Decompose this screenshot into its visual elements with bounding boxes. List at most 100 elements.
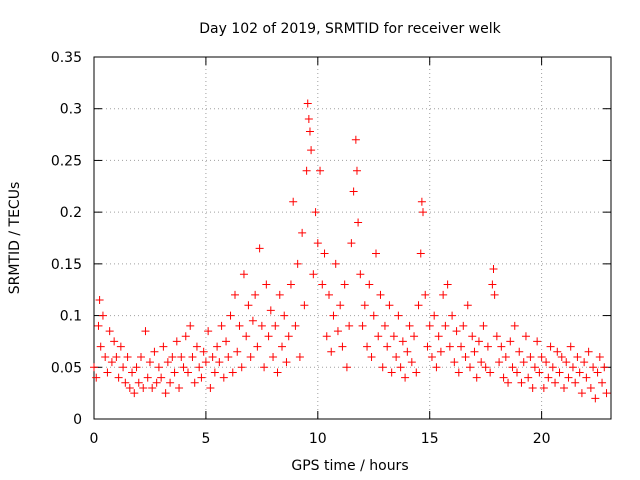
data-point <box>336 301 345 310</box>
data-point <box>537 352 546 361</box>
data-point <box>419 208 427 217</box>
data-point <box>215 358 224 367</box>
data-point <box>248 316 257 325</box>
data-point <box>195 363 204 372</box>
data-point <box>544 373 553 382</box>
data-point <box>94 321 103 330</box>
data-point <box>443 280 452 289</box>
data-point <box>226 311 235 320</box>
data-point <box>293 259 302 268</box>
data-point <box>546 342 555 351</box>
data-point <box>459 321 468 330</box>
data-point <box>360 301 369 310</box>
data-point <box>206 383 215 392</box>
data-point <box>251 290 260 299</box>
data-point <box>192 342 201 351</box>
data-point <box>533 337 542 346</box>
data-point <box>436 347 445 356</box>
data-point <box>466 363 474 372</box>
data-point <box>199 347 208 356</box>
data-point <box>96 342 105 351</box>
data-point <box>298 228 307 237</box>
data-point <box>504 378 513 387</box>
data-point <box>372 249 380 258</box>
x-tick-label: 5 <box>201 431 210 447</box>
data-point <box>486 368 495 377</box>
y-tick-label: 0.2 <box>60 205 82 221</box>
data-point <box>170 368 179 377</box>
data-point <box>201 358 210 367</box>
data-point <box>557 352 566 361</box>
data-point <box>143 373 152 382</box>
data-point <box>154 363 163 372</box>
data-point <box>313 239 322 248</box>
data-point <box>157 373 166 382</box>
data-point <box>217 321 226 330</box>
data-point <box>275 290 284 299</box>
data-point <box>405 321 414 330</box>
data-point <box>421 290 430 299</box>
data-point <box>472 373 481 382</box>
data-point <box>560 383 568 392</box>
data-point <box>163 358 172 367</box>
data-point <box>499 373 508 382</box>
data-point <box>152 378 161 387</box>
data-point <box>515 347 524 356</box>
data-point <box>222 337 231 346</box>
x-tick-label: 20 <box>533 431 551 447</box>
data-point <box>269 352 278 361</box>
data-point <box>481 363 490 372</box>
data-point <box>468 332 477 341</box>
data-point <box>331 259 340 268</box>
data-point <box>166 378 175 387</box>
data-point <box>320 249 329 258</box>
chart-title: Day 102 of 2019, SRMTID for receiver wel… <box>199 21 501 37</box>
data-point <box>577 389 586 398</box>
data-point <box>439 290 448 299</box>
data-point <box>582 373 591 382</box>
data-point <box>119 363 128 372</box>
data-point <box>389 332 398 341</box>
data-point <box>432 363 441 372</box>
data-point <box>284 332 293 341</box>
data-point <box>401 373 410 382</box>
data-point <box>524 373 533 382</box>
y-tick-label: 0.3 <box>60 102 82 118</box>
data-point <box>356 270 365 279</box>
data-point <box>457 342 466 351</box>
data-point <box>526 352 535 361</box>
data-point <box>351 135 360 144</box>
data-point <box>179 363 188 372</box>
data-point <box>519 358 528 367</box>
data-point <box>367 352 376 361</box>
data-point <box>434 332 443 341</box>
data-point <box>107 358 116 367</box>
data-point <box>571 378 580 387</box>
data-point <box>454 368 463 377</box>
data-point <box>340 280 349 289</box>
data-point <box>589 363 598 372</box>
data-point <box>137 352 145 361</box>
data-point <box>521 332 530 341</box>
data-point <box>488 280 497 289</box>
data-point <box>490 290 499 299</box>
data-point <box>289 197 298 206</box>
data-point <box>112 352 121 361</box>
data-point <box>430 311 439 320</box>
data-point <box>134 378 143 387</box>
data-point <box>255 244 264 253</box>
data-point <box>510 321 519 330</box>
data-point <box>497 342 506 351</box>
data-point <box>188 352 197 361</box>
data-point <box>568 363 577 372</box>
data-point <box>318 280 327 289</box>
data-point <box>295 352 304 361</box>
data-point <box>539 383 548 392</box>
data-point <box>450 358 459 367</box>
data-point <box>338 342 347 351</box>
data-point <box>365 280 374 289</box>
data-point <box>347 239 356 248</box>
data-point <box>242 332 251 341</box>
data-point <box>392 352 401 361</box>
data-point <box>363 342 372 351</box>
